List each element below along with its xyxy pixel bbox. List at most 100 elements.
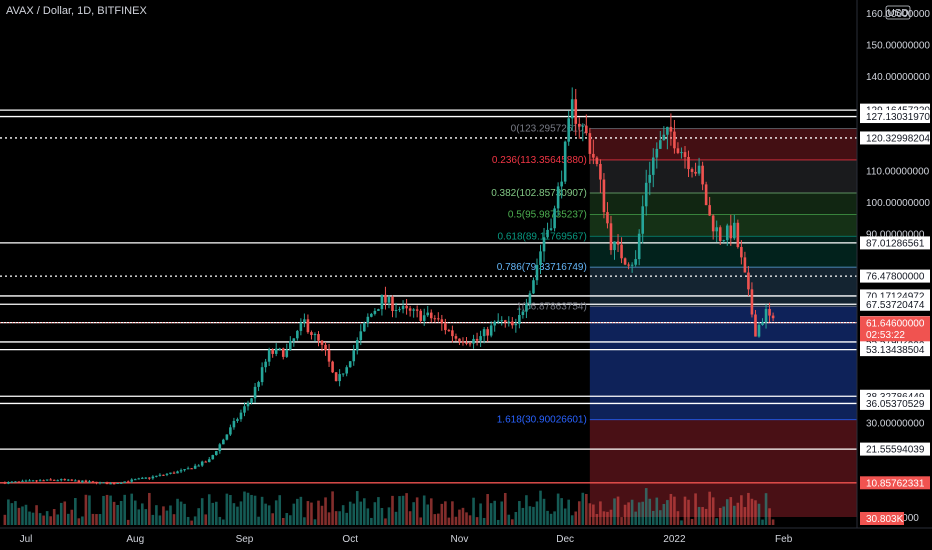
y-tick-label: 110.00000000: [866, 167, 930, 178]
volume-bar: [214, 501, 218, 525]
candle-body: [95, 481, 98, 484]
candle-body: [66, 479, 70, 481]
volume-bar: [627, 502, 630, 525]
candle-body: [28, 480, 31, 482]
candle-body: [183, 469, 186, 471]
volume-bar: [59, 502, 63, 525]
y-tick-label: 100.00000000: [866, 198, 930, 209]
candle-body: [267, 349, 271, 362]
candle-body: [292, 338, 296, 342]
volume-bar: [21, 506, 24, 525]
level-tag-label: 76.47800000: [866, 272, 925, 283]
level-tag: [860, 343, 930, 357]
volume-bar: [24, 504, 28, 525]
candle-body: [56, 480, 60, 482]
volume-tag-label: 30.803K: [866, 514, 904, 525]
candle-body: [387, 296, 391, 303]
level-tag: [860, 269, 930, 283]
y-tick-label: 150.00000000: [866, 41, 930, 52]
volume-bar: [299, 496, 303, 525]
candle-body: [214, 451, 218, 456]
candle-body: [444, 323, 447, 331]
volume-bar: [518, 501, 521, 525]
candle-body: [366, 316, 370, 323]
y-tick-label: 30.00000000: [866, 419, 925, 430]
candle-body: [662, 134, 666, 141]
volume-bar: [479, 503, 482, 525]
candle-body: [401, 305, 405, 310]
volume-bar: [680, 520, 683, 525]
volume-bar: [560, 498, 563, 525]
candle-body: [577, 123, 581, 127]
level-tag-label: 10.85762331: [866, 478, 925, 489]
candle-body: [42, 480, 45, 482]
fib-label: 0(123.29572610): [511, 124, 587, 135]
level-tag-label: 36.05370529: [866, 399, 925, 410]
candle-body: [162, 474, 165, 476]
volume-bar: [250, 494, 253, 525]
candle-body: [408, 308, 412, 311]
candle-body: [659, 140, 662, 149]
volume-bar: [570, 515, 574, 525]
volume-bar: [458, 509, 461, 525]
candle-body: [320, 340, 324, 345]
candle-body: [155, 475, 158, 477]
volume-bar: [260, 496, 264, 525]
volume-bar: [169, 505, 172, 525]
volume-bar: [264, 503, 267, 525]
volume-bar: [28, 511, 31, 525]
volume-bar: [422, 495, 426, 525]
volume-bar: [303, 517, 306, 525]
volume-bar: [549, 513, 553, 525]
volume-bar: [454, 516, 458, 525]
candle-body: [137, 478, 141, 480]
volume-bar: [377, 497, 380, 525]
volume-bar: [634, 511, 637, 525]
candle-body: [750, 289, 754, 315]
volume-tag: [860, 512, 904, 525]
candle-body: [493, 321, 496, 326]
volume-bar: [747, 492, 750, 525]
volume-bar: [207, 494, 211, 525]
candle-body: [324, 344, 327, 351]
candle-body: [757, 324, 761, 337]
candle-body: [186, 468, 190, 470]
volume-bar: [440, 503, 444, 525]
candle-body: [278, 348, 282, 350]
volume-bar: [514, 511, 518, 525]
candle-body: [91, 481, 95, 483]
candle-body: [384, 294, 387, 303]
volume-bar: [468, 515, 472, 525]
volume-bar: [542, 498, 546, 525]
candle-body: [740, 246, 743, 258]
candle-body: [176, 471, 179, 474]
candle-body: [130, 479, 134, 482]
volume-bar: [472, 497, 475, 525]
volume-bar: [669, 493, 673, 525]
candle-body: [620, 244, 623, 259]
candle-body: [338, 374, 341, 382]
volume-bar: [588, 503, 592, 525]
candle-body: [634, 259, 637, 265]
candle-body: [549, 228, 553, 230]
candle-body: [398, 309, 401, 311]
volume-bar: [232, 503, 236, 525]
volume-bar: [155, 505, 158, 525]
volume-bar: [380, 507, 384, 525]
volume-bar: [733, 505, 736, 525]
candle-body: [179, 470, 183, 472]
volume-bar: [373, 502, 377, 525]
volume-bar: [666, 500, 669, 525]
candle-body: [648, 174, 652, 183]
candle-body: [465, 342, 468, 344]
volume-bar: [243, 491, 246, 525]
candle-body: [334, 372, 338, 382]
candle-body: [694, 171, 697, 174]
candle-body: [771, 315, 775, 319]
fib-zone: [589, 214, 857, 237]
volume-bar: [405, 493, 408, 525]
candle-body: [641, 206, 644, 234]
candle-body: [697, 165, 701, 174]
candle-body: [630, 264, 634, 266]
